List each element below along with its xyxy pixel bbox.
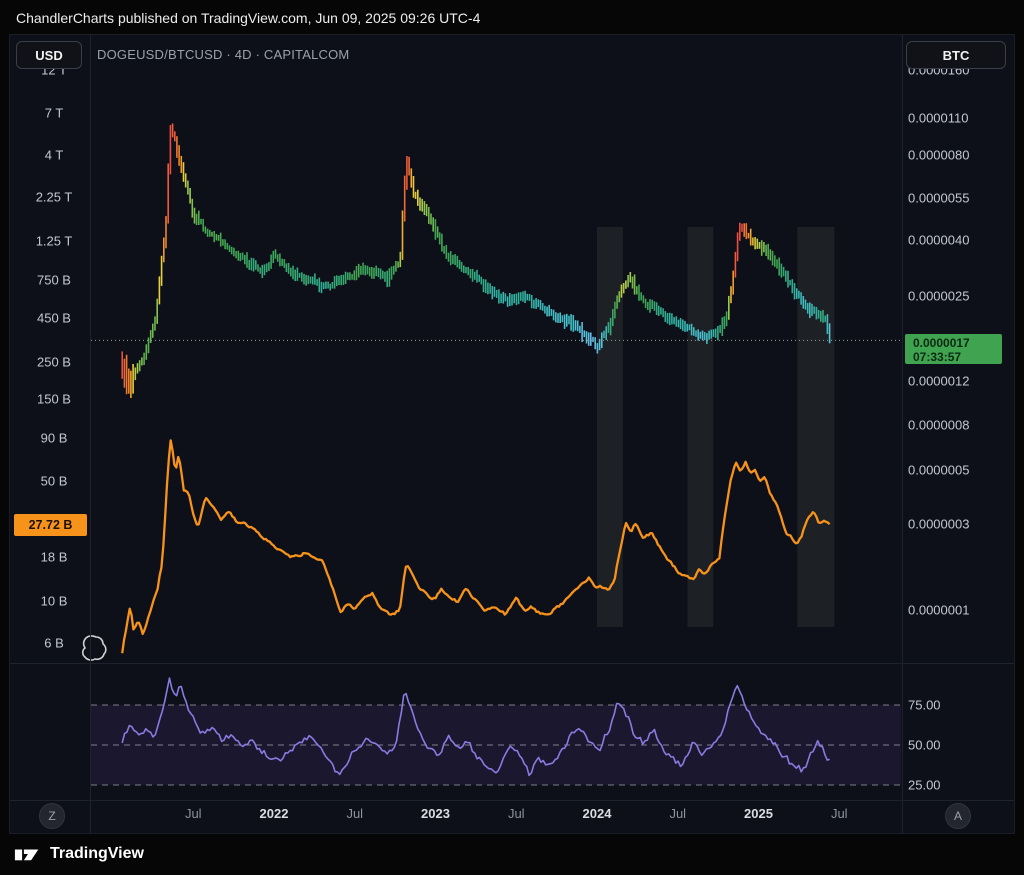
time-axis-tick: Jul <box>669 806 687 821</box>
time-axis-divider <box>10 800 1014 801</box>
left-axis-tick: 7 T <box>44 105 64 121</box>
time-axis-tick: Jul <box>830 806 848 821</box>
chart-canvas[interactable] <box>10 35 1014 833</box>
left-axis-tick: 150 B <box>37 391 71 407</box>
rsi-axis-tick: 75.00 <box>908 697 941 713</box>
marketcap-price-label: 27.72 B <box>14 514 87 536</box>
rsi-band <box>91 705 901 785</box>
time-axis-tick: 2024 <box>582 806 612 821</box>
right-axis-tick: 0.0000012 <box>908 373 970 389</box>
ratio-bars-series <box>121 123 831 398</box>
btc-scale-button[interactable]: BTC <box>906 41 1006 69</box>
left-axis-tick: 10 B <box>40 593 68 609</box>
right-axis-tick: 0.0000025 <box>908 288 970 304</box>
rsi-axis-tick: 25.00 <box>908 777 941 793</box>
left-axis-tick: 250 B <box>37 354 71 370</box>
publish-header: ChandlerCharts published on TradingView.… <box>0 0 1024 35</box>
right-scale-divider <box>902 35 903 833</box>
tradingview-logo-icon[interactable] <box>14 843 41 865</box>
left-axis-tick: 1.25 T <box>35 233 73 249</box>
left-axis-tick: 90 B <box>40 430 68 446</box>
right-axis-tick: 0.0000040 <box>908 232 970 248</box>
publish-header-text: ChandlerCharts published on TradingView.… <box>16 9 481 26</box>
usd-scale-button[interactable]: USD <box>16 41 82 69</box>
left-axis-tick: 450 B <box>37 310 71 326</box>
right-axis-tick: 0.0000110 <box>908 110 969 126</box>
marketcap-series <box>121 439 831 654</box>
time-axis-tick: 2022 <box>259 806 289 821</box>
zoom-button[interactable]: Z <box>39 803 65 829</box>
time-axis-tick: 2025 <box>744 806 773 821</box>
ratio-price-value: 0.0000017 <box>913 336 970 350</box>
rsi-series <box>121 677 830 777</box>
sticker-icon <box>81 635 107 661</box>
right-axis-tick: 0.0000005 <box>908 462 970 478</box>
footer-brand[interactable]: TradingView <box>50 845 144 862</box>
left-axis-tick: 6 B <box>44 635 64 651</box>
left-axis-tick: 750 B <box>37 272 71 288</box>
left-axis-tick: 4 T <box>44 147 64 163</box>
left-axis-tick: 18 B <box>40 549 68 565</box>
auto-fit-button[interactable]: A <box>945 803 971 829</box>
ratio-countdown: 07:33:57 <box>913 350 962 364</box>
right-axis-tick: 0.0000055 <box>908 190 970 206</box>
footer-bar: TradingView <box>0 833 1024 875</box>
time-axis-tick: 2023 <box>421 806 450 821</box>
left-scale-divider <box>90 35 91 833</box>
right-axis-tick: 0.0000008 <box>908 417 970 433</box>
time-axis-tick: Jul <box>184 806 202 821</box>
time-axis-tick: Jul <box>346 806 364 821</box>
symbol-title[interactable]: DOGEUSD/BTCUSD · 4D · CAPITALCOM <box>97 47 350 62</box>
left-axis-tick: 2.25 T <box>35 189 73 205</box>
rsi-axis-tick: 50.00 <box>908 737 941 753</box>
left-axis-tick: 50 B <box>40 473 68 489</box>
time-axis-tick: Jul <box>507 806 525 821</box>
right-axis-tick: 0.0000003 <box>908 516 970 532</box>
right-axis-tick: 0.0000080 <box>908 147 970 163</box>
pane-divider <box>10 663 1014 664</box>
right-axis-tick: 0.0000001 <box>908 602 970 618</box>
ratio-price-label: 0.0000017 07:33:57 <box>905 334 1002 364</box>
